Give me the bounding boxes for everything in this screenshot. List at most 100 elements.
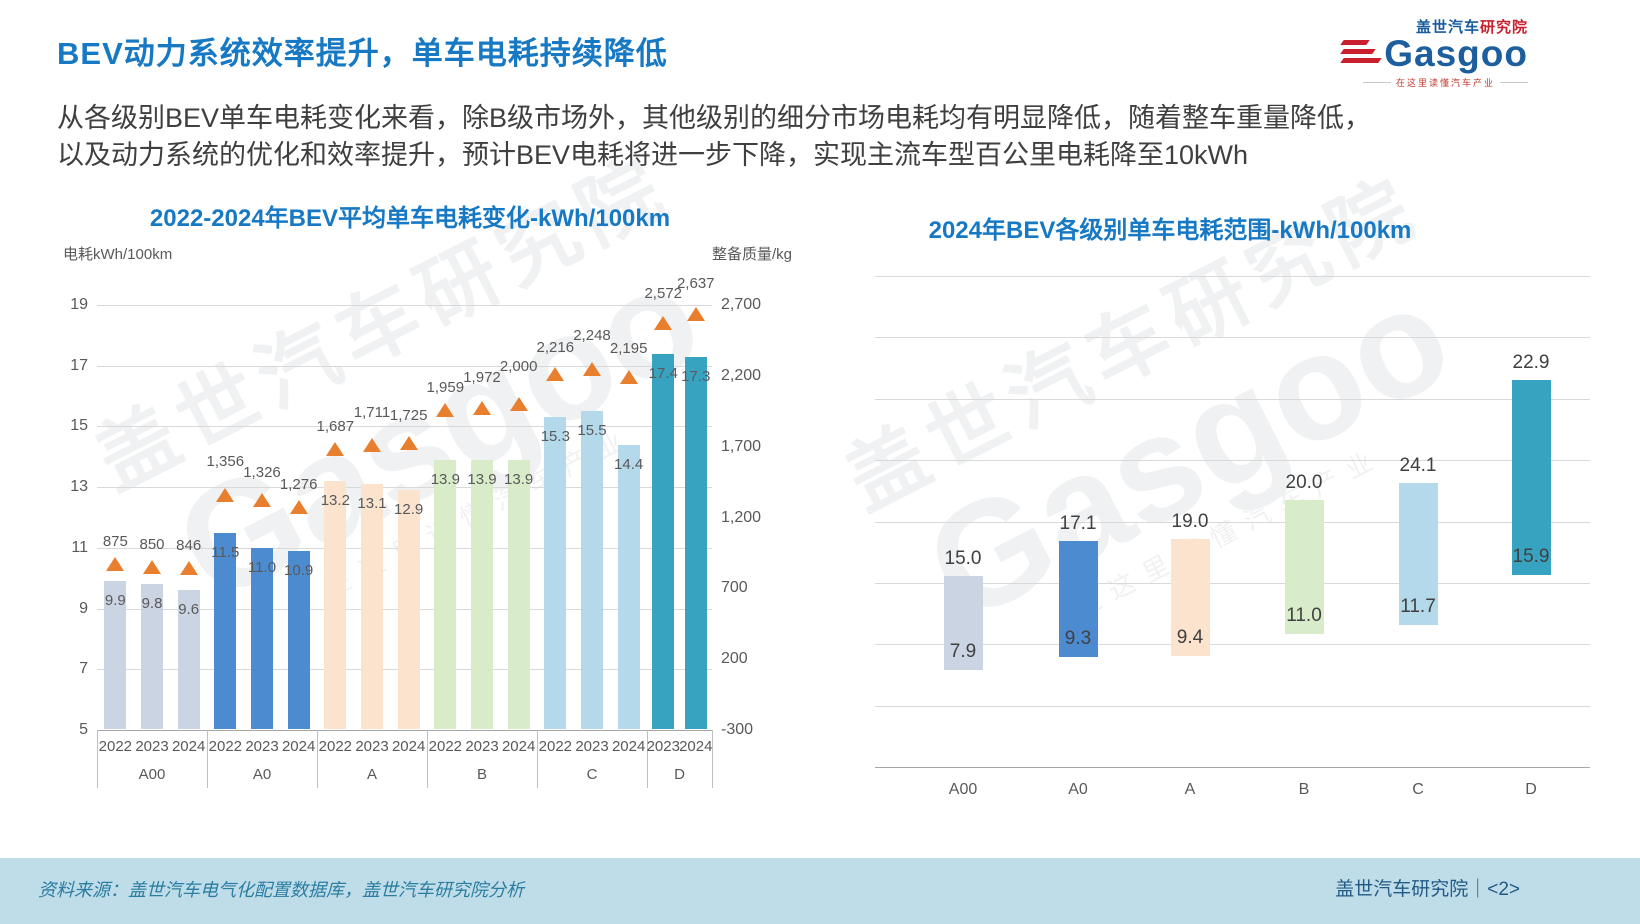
max-value-label: 22.9 [1512, 352, 1550, 373]
secondary-axis-tick-label: 2,200 [721, 366, 762, 384]
x-axis-category-label: A0 [1068, 781, 1088, 798]
min-value-label: 11.0 [1286, 605, 1322, 626]
mass-value-label: 1,276 [279, 475, 318, 493]
triangle-marker-icon [619, 369, 638, 384]
y-axis-tick-label: 5 [79, 721, 88, 738]
bar-value-label: 13.9 [467, 470, 497, 488]
right-chart-title: 2024年BEV各级别单车电耗范围-kWh/100km [928, 217, 1412, 244]
mass-value-label: 1,356 [206, 453, 245, 471]
bar-value-label: 13.9 [504, 470, 534, 488]
triangle-marker-icon [363, 438, 381, 453]
x-axis-year-label: 2023 [135, 738, 169, 755]
logo-wordmark: Gasgoo [1384, 33, 1528, 74]
watermark-text: Gasgoo [901, 250, 1475, 654]
consumption-bar [507, 459, 530, 729]
gridline [97, 305, 712, 306]
logo-cn-red: 研究院 [1479, 19, 1528, 36]
x-axis-category-label: A [1184, 781, 1196, 798]
range-bar [1398, 483, 1438, 625]
gridline [875, 398, 1590, 400]
footer-credit: 盖世汽车研究院｜<2> [1335, 879, 1520, 900]
consumption-bar [434, 459, 457, 729]
min-value-label: 9.4 [1176, 627, 1204, 648]
mass-value-label: 1,972 [463, 369, 501, 387]
left-chart-secondary-axis-caption: 整备质量/kg [711, 246, 792, 263]
logo-stripes-icon [1340, 40, 1383, 63]
secondary-axis-tick-label: -300 [721, 721, 754, 738]
x-axis-year-label: 2024 [679, 738, 713, 755]
x-axis-year-label: 2024 [611, 738, 646, 755]
logo-row: 盖世汽车研究院 Gasgoo [1340, 16, 1528, 74]
x-axis-category-label: A00 [948, 781, 978, 798]
triangle-marker-icon [473, 401, 491, 416]
x-axis-year-label: 2023 [646, 738, 680, 755]
bar-value-label: 11.5 [211, 543, 240, 561]
x-axis-group-label: A [366, 766, 377, 783]
group-separator [537, 730, 538, 788]
left-chart-primary-axis-caption: 电耗kWh/100km [63, 246, 173, 263]
page-title: BEV动力系统效率提升，单车电耗持续降低 [57, 36, 668, 71]
consumption-bar [684, 356, 707, 729]
gridline [97, 669, 712, 671]
x-axis-year-label: 2023 [245, 738, 279, 755]
group-separator [427, 730, 428, 788]
mass-value-label: 850 [139, 536, 165, 554]
triangle-marker-icon [289, 499, 308, 514]
bar-value-label: 9.6 [178, 601, 200, 619]
triangle-marker-icon [509, 397, 528, 412]
triangle-marker-icon [179, 560, 198, 575]
mass-value-label: 2,000 [499, 358, 538, 376]
gasgoo-logo: 盖世汽车研究院 Gasgoo 在这里读懂汽车产业 [1340, 16, 1528, 89]
bar-value-label: 17.3 [681, 367, 711, 385]
x-axis-category-label: D [1525, 781, 1537, 798]
gridline [97, 365, 712, 367]
group-separator [647, 730, 648, 788]
x-axis-year-label: 2024 [391, 738, 426, 755]
triangle-marker-icon [546, 366, 565, 381]
logo-tagline: 在这里读懂汽车产业 [1363, 76, 1528, 89]
range-bar [1058, 541, 1098, 657]
gridline [875, 337, 1590, 339]
gridline [875, 276, 1590, 277]
max-value-label: 17.1 [1059, 513, 1097, 534]
consumption-bar [397, 490, 420, 729]
max-value-label: 24.1 [1399, 455, 1437, 476]
min-value-label: 11.7 [1400, 596, 1436, 617]
mass-value-label: 2,637 [676, 274, 715, 292]
x-axis-line [97, 730, 712, 731]
triangle-marker-icon [399, 436, 418, 451]
left-chart-title: 2022-2024年BEV平均单车电耗变化-kWh/100km [149, 205, 671, 232]
x-axis-year-label: 2022 [208, 738, 243, 755]
logo-cn-blue: 盖世汽车 [1415, 19, 1480, 36]
gridline [875, 521, 1590, 523]
x-axis-group-label: A0 [252, 766, 272, 783]
gridline [97, 730, 712, 731]
bar-value-label: 9.9 [104, 592, 126, 610]
y-axis-tick-label: 11 [71, 538, 88, 556]
bar-value-label: 10.9 [284, 561, 314, 579]
consumption-bar [581, 411, 603, 729]
triangle-marker-icon [143, 560, 161, 575]
x-axis-year-label: 2023 [465, 738, 499, 755]
mass-value-label: 2,248 [573, 327, 611, 345]
x-axis-group-label: D [674, 766, 685, 783]
group-separator [712, 730, 713, 788]
footer-source: 资料来源：盖世汽车电气化配置数据库，盖世汽车研究院分析 [38, 880, 524, 900]
consumption-bar [104, 581, 127, 729]
x-axis-year-label: 2024 [501, 738, 536, 755]
secondary-axis-tick-label: 2,700 [721, 296, 762, 313]
consumption-bar [361, 484, 383, 729]
consumption-bar [544, 417, 567, 729]
x-axis-group-label: C [586, 766, 598, 783]
triangle-marker-icon [106, 556, 125, 571]
gridline [97, 547, 712, 549]
max-value-label: 20.0 [1285, 472, 1323, 493]
consumption-bar [617, 444, 640, 729]
mass-value-label: 1,687 [316, 417, 355, 435]
bar-value-label: 17.4 [648, 364, 678, 382]
x-axis-year-label: 2024 [281, 738, 316, 755]
body-line: 以及动力系统的优化和效率提升，预计BEV电耗将进一步下降，实现主流车型百公里电耗… [57, 140, 1249, 170]
triangle-marker-icon [326, 441, 345, 456]
x-axis-year-label: 2022 [538, 738, 573, 755]
